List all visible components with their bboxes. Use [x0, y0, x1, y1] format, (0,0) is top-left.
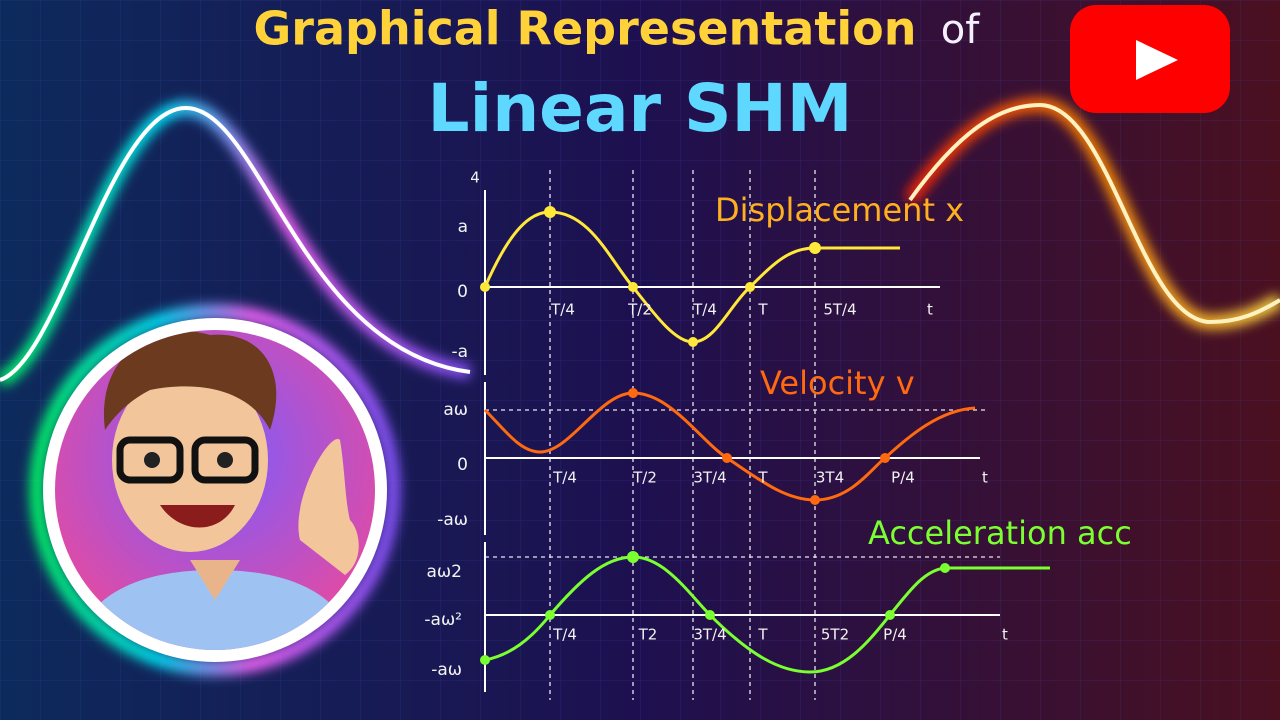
x-label: T/4: [552, 469, 577, 487]
title-of: of: [941, 7, 980, 53]
x-label: T/4: [692, 301, 717, 319]
x-label: t: [1002, 626, 1008, 644]
y-label: 0: [457, 282, 468, 302]
y-label: aω: [443, 400, 468, 420]
x-label: T: [757, 469, 768, 487]
x-label: 3T/4: [693, 626, 726, 644]
x-label: T/4: [552, 626, 577, 644]
y-label: a: [458, 217, 468, 237]
top-axis-label: 4: [470, 169, 480, 187]
x-label: P/4: [883, 626, 907, 644]
x-label: T/2: [627, 301, 652, 319]
graphs: 4 Displacement x a 0 -a T/4 T/2 T/4 T 5T/4 t Veloc…: [424, 169, 1132, 700]
avatar: [30, 305, 400, 675]
displacement-curve: [483, 210, 900, 344]
glow-curves: [0, 97, 1280, 387]
x-label: 3T/4: [693, 469, 726, 487]
graph-label: Velocity v: [760, 364, 915, 402]
y-label: -aω: [437, 510, 468, 530]
x-label: t: [927, 301, 933, 319]
x-label: 5T/4: [823, 301, 856, 319]
title-line1: Graphical Representation: [254, 2, 917, 56]
y-label: -aω²: [424, 610, 462, 630]
y-label: -a: [451, 342, 468, 362]
x-label: 5T2: [821, 626, 849, 644]
x-label: T/4: [550, 301, 575, 319]
dashed-guides: [485, 170, 1000, 700]
x-label: T: [757, 626, 768, 644]
x-label: 3T4: [816, 469, 844, 487]
y-label: aω2: [427, 562, 462, 582]
x-label: T/2: [632, 469, 657, 487]
graph-label: Displacement x: [715, 191, 964, 229]
axes: [484, 190, 1000, 692]
play-icon[interactable]: [1136, 40, 1178, 80]
x-label: P/4: [891, 469, 915, 487]
title-line2: Linear SHM: [428, 70, 853, 147]
graph-label: Acceleration acc: [868, 514, 1132, 552]
x-label: t: [982, 469, 988, 487]
x-label: T2: [638, 626, 658, 644]
y-label: 0: [457, 455, 468, 475]
x-label: T: [757, 301, 768, 319]
curve-dots: [480, 206, 950, 665]
y-label: -aω: [431, 660, 462, 680]
youtube-logo[interactable]: [1070, 5, 1230, 113]
